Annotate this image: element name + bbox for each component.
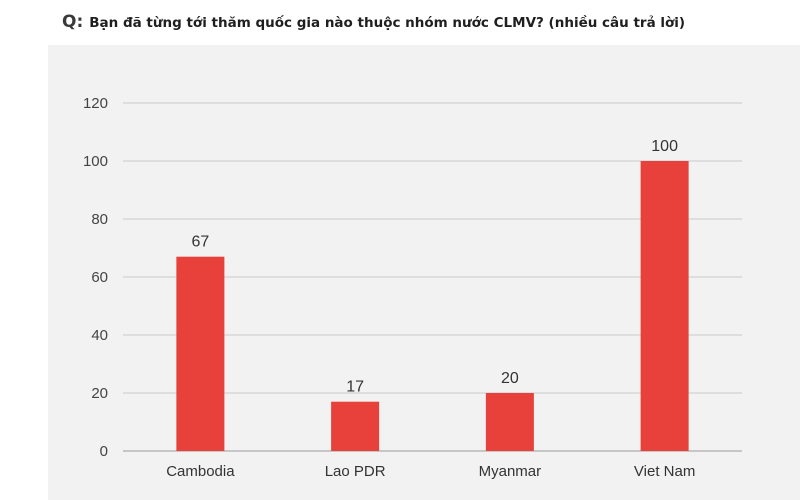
question-text: Bạn đã từng tới thăm quốc gia nào thuộc … [89,15,686,31]
data-label-lao-pdr: 17 [346,379,364,396]
chart-question: Q: Bạn đã từng tới thăm quốc gia nào thuộ… [62,12,685,32]
y-tick-label-40: 40 [91,327,108,344]
y-tick-label-60: 60 [91,269,108,286]
bar-cambodia [176,256,225,451]
data-label-myanmar: 20 [501,370,519,387]
y-tick-label-20: 20 [91,385,108,402]
y-tick-label-80: 80 [91,211,108,228]
category-label-myanmar: Myanmar [479,463,542,480]
question-prefix: Q: [62,12,84,32]
data-label-cambodia: 67 [191,234,209,251]
bar-lao-pdr [331,401,380,451]
category-label-cambodia: Cambodia [166,463,235,480]
y-tick-label-100: 100 [83,153,108,170]
y-tick-label-120: 120 [83,95,108,112]
category-label-viet-nam: Viet Nam [634,463,695,480]
y-tick-label-0: 0 [100,443,108,460]
bar-myanmar [485,393,534,451]
bar-viet-nam [640,161,689,451]
data-label-viet-nam: 100 [651,138,678,155]
category-label-lao-pdr: Lao PDR [325,463,386,480]
